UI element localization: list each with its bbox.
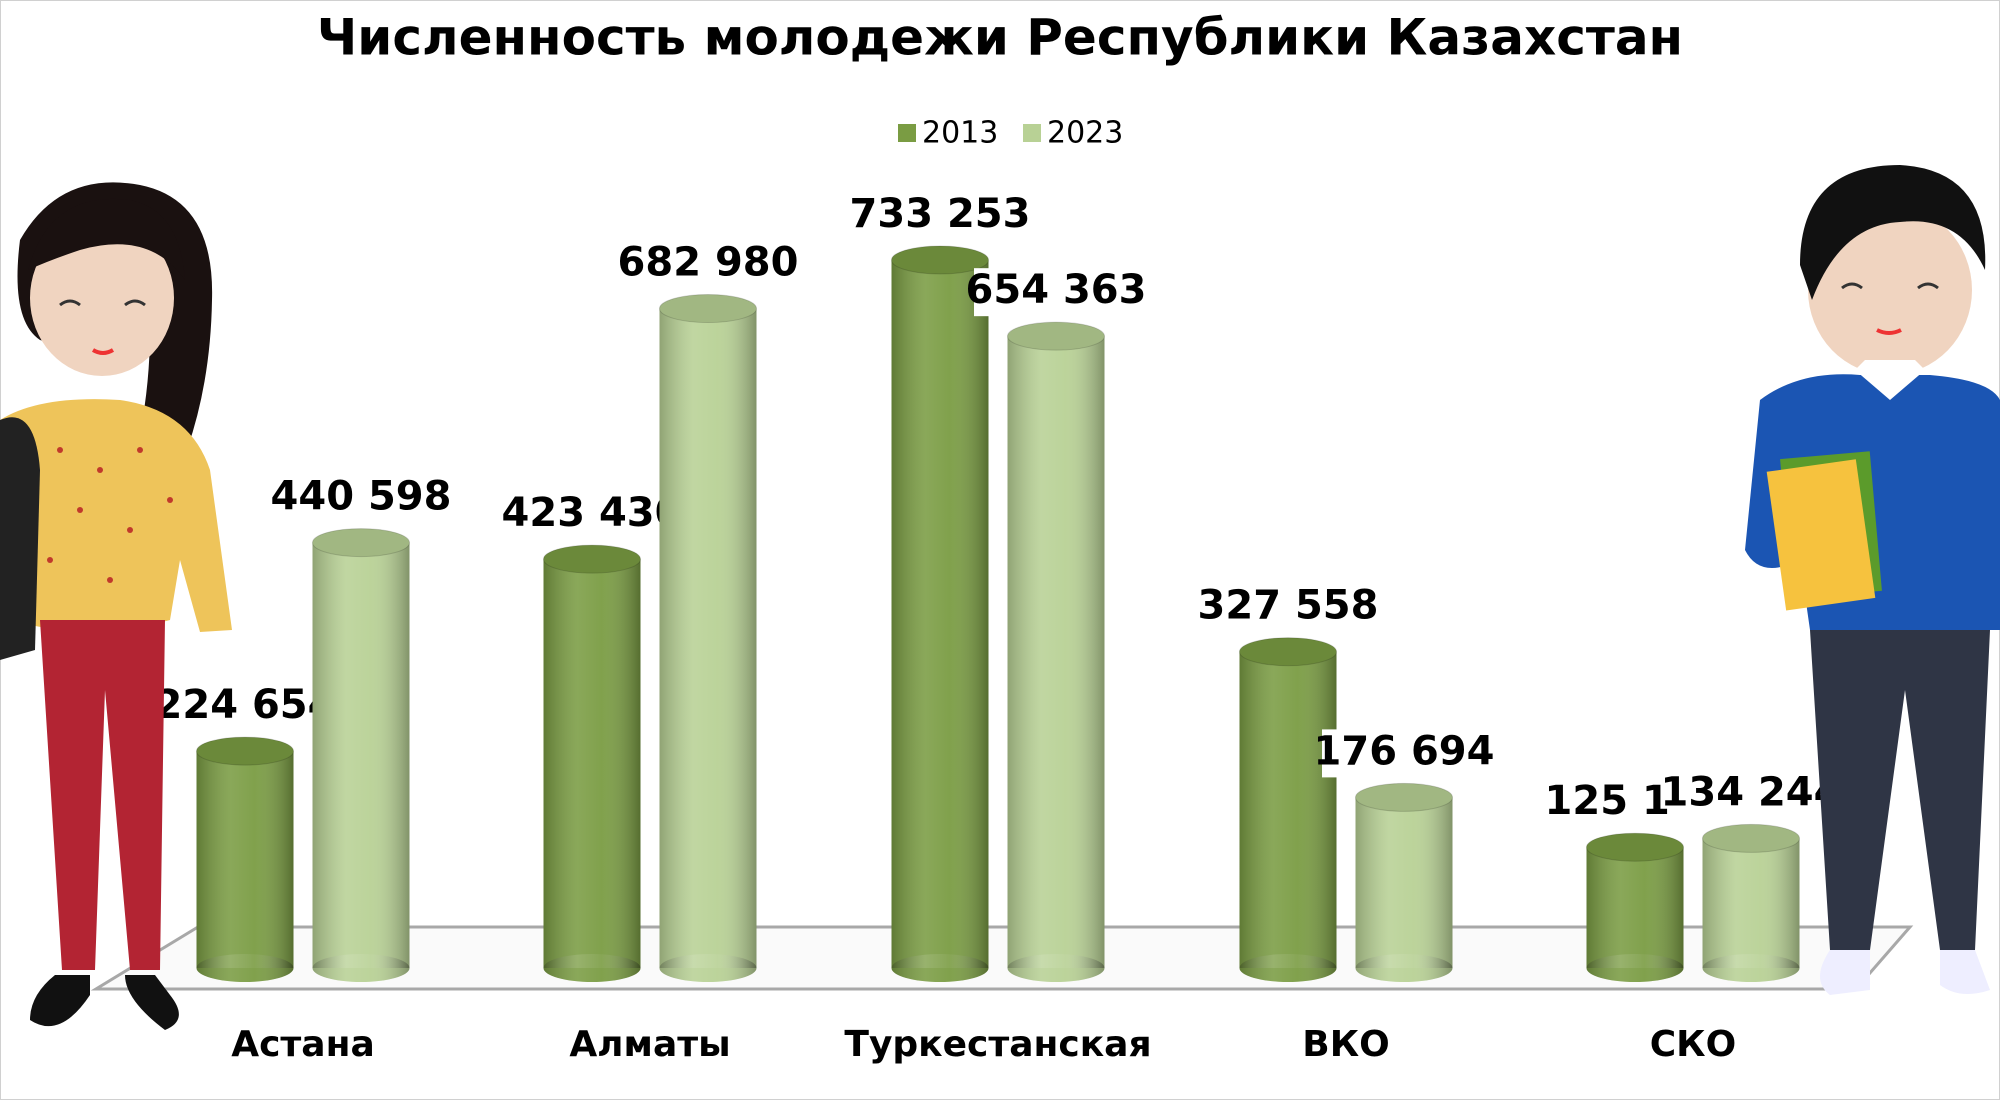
legend-swatch — [898, 124, 916, 142]
bar-top — [1586, 832, 1684, 862]
x-tick-label: Астана — [231, 1024, 375, 1065]
bar-top — [1355, 782, 1453, 812]
bar-top-shade — [1702, 824, 1800, 853]
bar-shading — [1007, 336, 1105, 968]
bar-top — [1239, 637, 1337, 667]
value-label-bg — [1322, 729, 1486, 778]
bar-top-shade — [891, 246, 989, 274]
value-label: 423 430 — [502, 490, 683, 536]
bar-top — [312, 528, 410, 558]
bar-shading — [891, 260, 989, 968]
value-label-bg — [510, 491, 674, 540]
bar-top-shade — [312, 528, 410, 557]
bar-shading — [196, 751, 294, 968]
bar-top-shade — [1007, 322, 1105, 351]
value-label: 682 980 — [618, 240, 799, 286]
legend-label: 2013 — [922, 116, 998, 151]
bar-top — [1007, 321, 1105, 351]
bar-top-shade — [1355, 783, 1453, 812]
value-label-bg — [1206, 583, 1370, 632]
value-label-bg — [974, 268, 1138, 317]
bar-top-shade — [659, 294, 757, 323]
legend-swatch — [1023, 124, 1041, 142]
bar-top-shade — [1586, 833, 1684, 862]
bar-shading — [312, 542, 410, 968]
bar-top — [543, 544, 641, 574]
value-label-bg — [279, 474, 443, 523]
value-label-bg — [858, 192, 1022, 240]
bar-shading — [1702, 838, 1800, 968]
plot-area: Астана Алматы Туркестанская ВКО СКО 224 654 42… — [155, 191, 1842, 1065]
value-label: 134 244 — [1661, 769, 1842, 815]
value-label-bg — [626, 240, 790, 289]
value-label: 733 253 — [850, 191, 1031, 237]
chart-title: Численность молодежи Республики Казахста… — [317, 9, 1683, 67]
legend-label: 2023 — [1047, 116, 1123, 151]
x-tick-label: ВКО — [1302, 1024, 1389, 1065]
value-label: 224 654 — [155, 682, 336, 728]
boy-illustration — [1745, 165, 2000, 995]
bar-top-shade — [543, 545, 641, 574]
bar-shading — [1586, 847, 1684, 968]
bar-top-shade — [1239, 637, 1337, 666]
girl-illustration — [0, 182, 232, 1030]
bar-shading — [659, 308, 757, 968]
bar-top — [659, 294, 757, 324]
value-label: 654 363 — [966, 267, 1147, 313]
bar-top — [1702, 823, 1800, 853]
value-label: 327 558 — [1198, 583, 1379, 629]
bar-shading — [543, 559, 641, 968]
x-tick-label: СКО — [1650, 1024, 1736, 1065]
x-tick-label: Алматы — [569, 1024, 730, 1065]
value-label-bg — [1669, 770, 1833, 819]
x-tick-label: Туркестанская — [844, 1024, 1151, 1065]
value-label: 176 694 — [1314, 728, 1495, 774]
value-label: 440 598 — [271, 474, 452, 520]
bar-top — [196, 736, 294, 766]
bar-shading — [1239, 651, 1337, 968]
bar-top — [891, 245, 989, 275]
bar-top-shade — [196, 737, 294, 766]
bar-shading — [1355, 797, 1453, 968]
legend: 2013 2023 — [898, 116, 1123, 151]
value-label-bg — [163, 683, 327, 732]
